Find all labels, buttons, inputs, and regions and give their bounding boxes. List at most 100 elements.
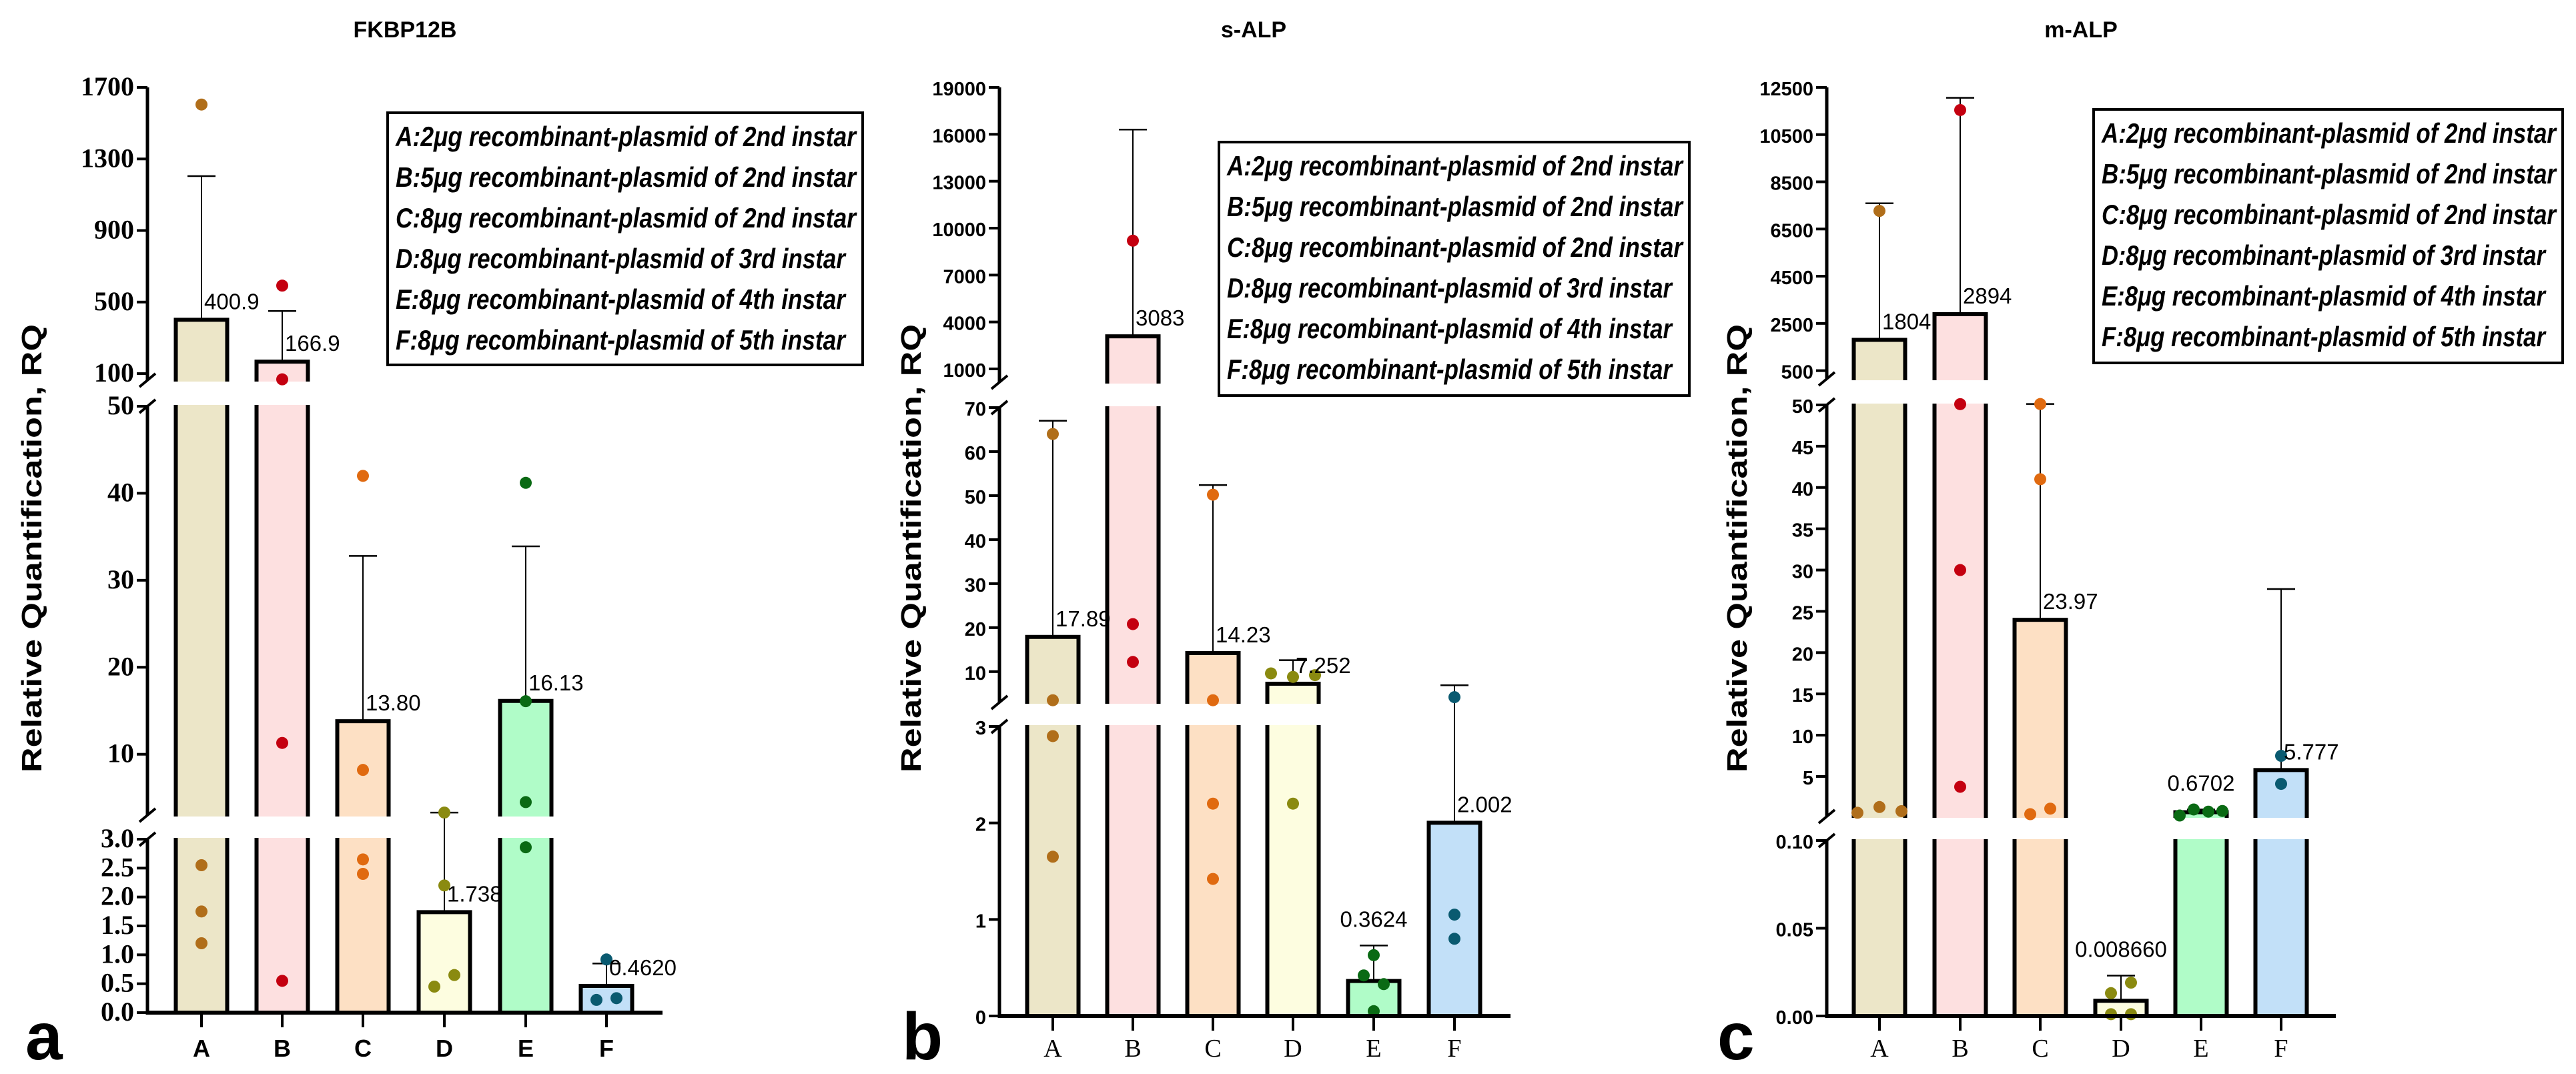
y-tick-label: 100 [94,358,134,388]
bar-B [1105,334,1161,1018]
y-tick-label: 900 [94,215,134,245]
data-point [590,993,602,1006]
y-tick-label: 40 [1792,479,1813,500]
value-label: 400.9 [204,289,260,314]
data-point [1954,564,1966,576]
y-tick-label: 40 [107,477,134,507]
legend-entry: F:8μg recombinant-plasmid of 5th instar [2102,321,2547,352]
bar-D [416,910,472,1015]
chart-title: FKBP12B [354,17,457,43]
y-tick-label: 25 [1792,602,1813,624]
data-point [1127,618,1139,630]
value-label: 0.6702 [2168,770,2235,795]
bar-B [254,360,310,1015]
x-tick-label: F [599,1035,614,1062]
x-tick-label: E [518,1035,534,1062]
data-point [448,969,460,981]
legend-entry: A:2μg recombinant-plasmid of 2nd instar [1226,150,1684,181]
axis-break-gap [1813,380,2339,404]
bar-E [498,698,554,1015]
panel-a: 400.9 166.9 13.80 1.738 16.13 0.4620 0.00.51.0… [16,17,864,1074]
data-point [357,853,369,866]
data-point [357,470,369,482]
value-label: 7.252 [1296,653,1351,678]
y-tick-label: 40 [965,531,986,552]
y-tick-label: 1.0 [101,939,134,969]
y-tick-label: 4500 [1770,267,1813,289]
axis-break-gap [986,704,1514,725]
axis-break-mark [1817,397,1836,413]
data-point [520,796,532,809]
legend-entry: A:2μg recombinant-plasmid of 2nd instar [395,121,857,152]
data-point [1448,933,1460,945]
x-tick-label: A [1043,1035,1062,1063]
y-tick-label: 20 [107,651,134,681]
data-point [438,807,450,819]
axis-break-mark [138,372,157,388]
data-point [276,736,288,749]
legend-entry: D:8μg recombinant-plasmid of 3rd instar [1227,272,1673,304]
y-tick-label: 12500 [1759,79,1813,100]
axis-break-gap [1813,818,2339,839]
legend-entry: C:8μg recombinant-plasmid of 2nd instar [1227,231,1684,263]
data-point [357,764,369,776]
x-tick-label: C [1204,1035,1221,1063]
x-tick-label: D [2112,1035,2130,1063]
x-tick-label: C [2032,1035,2048,1063]
value-label: 23.97 [2043,589,2098,614]
data-point [1873,800,1885,813]
bar-A [1025,634,1081,1018]
y-tick-label: 50 [1792,396,1813,418]
y-tick-label: 10 [965,663,986,684]
x-tick-label: B [274,1035,291,1062]
data-point [1448,909,1460,921]
bar-E [2173,810,2229,1018]
panel-letter: a [25,999,63,1074]
panel-letter: c [1717,999,1755,1074]
data-point [1448,691,1460,704]
x-tick-label: B [1124,1035,1141,1063]
value-label: 5.777 [2284,739,2339,764]
data-point [2275,778,2287,790]
data-point [520,841,532,854]
x-tick-label: E [1366,1035,1381,1063]
y-tick-label: 60 [965,443,986,464]
panel-c: 1804 2894 23.97 0.008660 0.6702 5.777 0.00 0.05… [1717,17,2564,1074]
data-point [1047,694,1059,706]
legend-entry: A:2μg recombinant-plasmid of 2nd instar [2101,117,2557,149]
value-label: 166.9 [285,331,340,356]
value-label: 17.89 [1055,606,1111,631]
value-label: 2.002 [1457,792,1513,817]
y-tick-label: 500 [1781,362,1813,384]
x-tick-label: F [2274,1035,2288,1063]
y-tick-label: 1700 [81,71,134,101]
data-point [2216,804,2228,817]
y-tick-label: 20 [965,619,986,640]
data-point [1873,205,1885,217]
y-tick-label: 10 [107,738,134,768]
value-label: 3083 [1136,306,1184,330]
data-point [1127,656,1139,668]
data-point [1207,694,1219,706]
y-tick-label: 6500 [1770,220,1813,241]
y-tick-label: 0.05 [1776,920,1813,941]
bar-B [1932,312,1988,1018]
y-tick-label: 30 [107,564,134,594]
legend-entry: B:5μg recombinant-plasmid of 2nd instar [396,161,857,193]
legend-entry: E:8μg recombinant-plasmid of 4th instar [2102,280,2547,312]
y-tick-label: 30 [965,575,986,596]
value-label: 1.738 [447,881,502,906]
x-tick-label: F [1447,1035,1461,1063]
data-point [1954,780,1966,793]
chart-title: s-ALP [1221,17,1286,43]
axis-break-mark [138,831,157,847]
data-point [600,953,612,966]
legend-box [2092,108,2564,364]
axis-break-gap [134,382,666,405]
data-point [276,373,288,386]
y-tick-label: 5 [1803,768,1813,789]
data-point [1851,807,1863,819]
y-tick-label: 4000 [943,314,986,335]
data-point [1207,488,1219,501]
